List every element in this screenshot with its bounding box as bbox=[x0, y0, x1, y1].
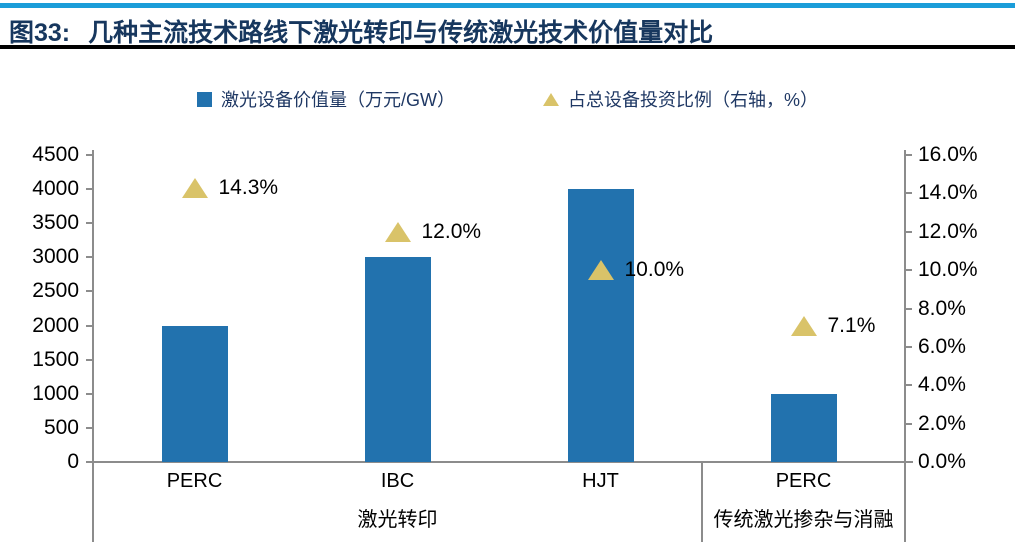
left-axis-tick-label: 2000 bbox=[32, 313, 79, 337]
legend-triangle-marker bbox=[542, 92, 559, 106]
x-axis-line bbox=[86, 461, 913, 463]
legend-square-marker bbox=[196, 91, 212, 107]
data-point-label: 12.0% bbox=[421, 219, 482, 243]
left-axis-tick bbox=[86, 290, 93, 293]
right-axis-tick bbox=[905, 345, 912, 348]
right-axis-tick-label: 10.0% bbox=[918, 258, 978, 282]
right-axis-tick-label: 8.0% bbox=[918, 296, 966, 320]
legend-label-bar-series: 激光设备价值量（万元/GW） bbox=[220, 90, 455, 110]
legend-label-ratio-series: 占总设备投资比例（右轴，%） bbox=[567, 90, 818, 110]
right-axis-tick-label: 6.0% bbox=[918, 334, 966, 358]
right-axis-tick-label: 12.0% bbox=[918, 219, 978, 243]
header-rule bbox=[0, 45, 1015, 49]
figure-title: 几种主流技术路线下激光转印与传统激光技术价值量对比 bbox=[88, 19, 714, 47]
category-group-label: 传统激光掺杂与消融 bbox=[713, 509, 894, 531]
left-axis-tick-label: 0 bbox=[67, 450, 79, 473]
data-point-label: 7.1% bbox=[827, 313, 876, 337]
left-axis-tick-label: 4500 bbox=[32, 143, 79, 166]
left-axis-tick-label: 500 bbox=[43, 415, 79, 439]
left-axis-tick bbox=[86, 358, 93, 361]
right-axis-tick bbox=[905, 384, 912, 387]
left-axis-tick bbox=[86, 256, 93, 259]
left-axis-tick bbox=[86, 324, 93, 327]
left-axis-tick bbox=[86, 154, 93, 156]
bar bbox=[364, 257, 431, 462]
right-axis-tick bbox=[905, 307, 912, 310]
category-label: PERC bbox=[775, 470, 832, 492]
left-axis-line bbox=[92, 150, 94, 542]
legend-item-bar-series: 激光设备价值量（万元/GW） bbox=[196, 86, 455, 112]
right-axis-tick-label: 2.0% bbox=[918, 411, 966, 435]
left-axis-tick bbox=[86, 461, 93, 463]
figure-header: 图33: 几种主流技术路线下激光转印与传统激光技术价值量对比 bbox=[9, 13, 1009, 47]
chart-legend: 激光设备价值量（万元/GW） 占总设备投资比例（右轴，%） bbox=[0, 86, 1015, 112]
header-accent-line bbox=[0, 3, 1015, 8]
triangle-marker bbox=[384, 221, 411, 242]
right-axis-tick bbox=[905, 269, 912, 272]
left-axis-tick bbox=[86, 188, 93, 191]
right-axis-tick bbox=[905, 461, 912, 463]
bar bbox=[567, 189, 634, 462]
left-axis-tick-label: 2500 bbox=[32, 279, 79, 303]
left-axis-tick-label: 3500 bbox=[32, 211, 79, 235]
triangle-marker bbox=[587, 260, 614, 281]
left-axis-tick-label: 1500 bbox=[32, 347, 79, 371]
right-axis-tick bbox=[905, 154, 912, 156]
right-axis-tick-label: 16.0% bbox=[918, 143, 978, 166]
data-point-label: 10.0% bbox=[624, 258, 685, 282]
category-group-label: 激光转印 bbox=[357, 509, 438, 531]
left-axis-tick-label: 1000 bbox=[32, 381, 79, 405]
category-group-divider bbox=[701, 462, 703, 542]
left-axis-tick-label: 3000 bbox=[32, 245, 79, 269]
left-axis-tick bbox=[86, 222, 93, 225]
right-axis-tick bbox=[905, 192, 912, 195]
legend-item-ratio-series: 占总设备投资比例（右轴，%） bbox=[542, 86, 818, 112]
data-point-label: 14.3% bbox=[218, 175, 279, 199]
category-label: IBC bbox=[380, 470, 415, 492]
right-axis-tick bbox=[905, 230, 912, 233]
category-label: HJT bbox=[582, 470, 619, 492]
right-axis-tick-label: 0.0% bbox=[918, 450, 966, 473]
right-axis-tick-label: 4.0% bbox=[918, 373, 966, 397]
left-axis-tick-label: 4000 bbox=[32, 177, 79, 201]
bar bbox=[161, 325, 228, 462]
left-axis-tick bbox=[86, 426, 93, 429]
triangle-marker bbox=[181, 177, 208, 198]
category-label: PERC bbox=[166, 470, 223, 492]
right-axis-tick bbox=[905, 422, 912, 425]
left-axis-tick bbox=[86, 392, 93, 395]
right-axis-tick-label: 14.0% bbox=[918, 181, 978, 205]
figure-number: 图33: bbox=[9, 19, 71, 47]
bar bbox=[770, 393, 837, 462]
triangle-marker bbox=[790, 315, 817, 336]
